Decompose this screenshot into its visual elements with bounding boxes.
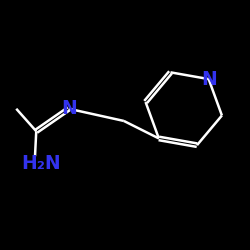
Text: N: N <box>61 99 76 118</box>
Text: N: N <box>201 70 216 88</box>
Text: H₂N: H₂N <box>21 154 61 173</box>
